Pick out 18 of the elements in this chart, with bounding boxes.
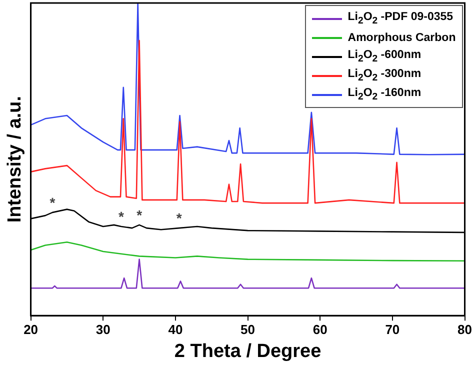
legend-label: Li$_{2}$O$_{2}$ -PDF 09-0355 <box>348 10 454 26</box>
x-tick-label: 60 <box>312 322 328 337</box>
legend-label: Li$_{2}$O$_{2}$ -300nm <box>348 68 422 84</box>
legend-label: Li$_{2}$O$_{2}$ -160nm <box>348 86 422 102</box>
annotation: * <box>50 194 56 210</box>
x-axis-title: 2 Theta / Degree <box>174 340 322 362</box>
legend-label: Li$_{2}$O$_{2}$ -600nm <box>348 48 422 64</box>
annotation: * <box>176 210 182 226</box>
legend-label: Amorphous Carbon <box>348 32 456 44</box>
x-tick-label: 80 <box>458 322 472 337</box>
x-tick-label: 40 <box>168 322 183 337</box>
annotation: * <box>136 206 143 223</box>
x-tick-label: 30 <box>96 322 110 337</box>
x-tick-label: 50 <box>240 322 256 337</box>
annotation: * <box>118 208 124 224</box>
x-tick-label: 20 <box>24 322 38 337</box>
y-axis-title: Intensity / a.u. <box>4 96 26 223</box>
x-tick-label: 70 <box>385 322 400 337</box>
